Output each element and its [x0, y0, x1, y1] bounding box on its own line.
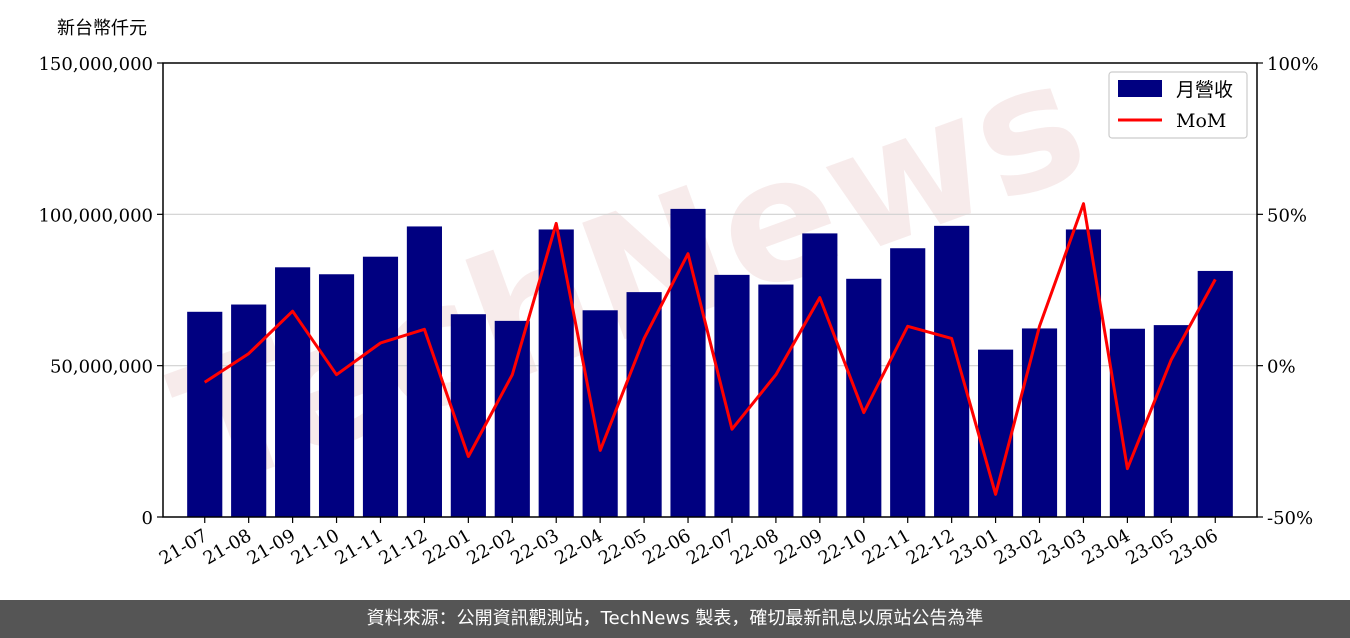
right-tick-label: -50% — [1267, 508, 1313, 529]
revenue-bar — [626, 292, 662, 517]
revenue-bar — [362, 256, 399, 517]
revenue-bar — [934, 225, 970, 518]
revenue-bar — [1021, 328, 1058, 517]
revenue-bar — [318, 274, 355, 517]
plot-frame — [162, 62, 1258, 518]
revenue-bar — [1153, 325, 1189, 517]
revenue-bar — [802, 233, 838, 517]
revenue-bar — [758, 284, 794, 517]
x-tick-label: 23-02 — [991, 525, 1046, 569]
x-tick-label: 22-10 — [815, 525, 870, 569]
right-tick-labels: -50% 0% 50% 100% — [1257, 54, 1318, 529]
revenue-bar — [670, 208, 706, 518]
x-tick-labels: 21-0721-0821-0921-1021-1121-1222-0122-02… — [156, 517, 1222, 569]
x-tick-label: 22-01 — [419, 525, 474, 569]
y-unit-label: 新台幣仟元 — [57, 18, 147, 39]
x-tick-label: 21-11 — [332, 525, 387, 569]
x-tick-label: 22-04 — [551, 525, 606, 569]
x-tick-label: 22-02 — [463, 525, 518, 569]
x-tick-label: 21-09 — [244, 525, 299, 569]
x-tick-label: 22-11 — [859, 525, 914, 569]
x-tick-label: 21-10 — [288, 525, 343, 569]
x-tick-label: 21-12 — [375, 525, 430, 569]
revenue-bar — [890, 248, 926, 517]
revenue-bar — [1197, 270, 1233, 517]
revenue-bar — [450, 314, 486, 517]
revenue-bar — [187, 311, 223, 517]
mom-line-path — [203, 202, 1217, 496]
revenue-bar — [494, 320, 530, 517]
x-tick-label: 23-01 — [947, 525, 1002, 569]
axes — [162, 62, 1258, 518]
bars — [187, 208, 1233, 518]
left-tick-label: 50,000,000 — [50, 357, 153, 378]
legend: 月營收 MoM — [1108, 71, 1248, 139]
legend-bar-label: 月營收 — [1176, 79, 1233, 101]
left-tick-label: 150,000,000 — [38, 54, 153, 75]
right-tick-label: 50% — [1267, 205, 1307, 226]
chart: TechNews 新台幣仟元 050,000,000100,000,000150… — [38, 18, 1318, 569]
right-tick-label: 100% — [1267, 54, 1318, 75]
revenue-bar — [714, 274, 750, 517]
x-tick-label: 22-08 — [727, 525, 782, 569]
revenue-bar — [1109, 328, 1145, 517]
x-tick-label: 22-12 — [903, 525, 958, 569]
left-tick-label: 100,000,000 — [38, 205, 153, 226]
x-tick-label: 22-03 — [507, 525, 562, 569]
revenue-bar — [231, 304, 267, 517]
x-tick-label: 22-09 — [771, 525, 826, 569]
source-footer-text: 資料來源：公開資訊觀測站，TechNews 製表，確切最新訊息以原站公告為準 — [366, 608, 984, 629]
revenue-bar — [275, 267, 311, 517]
legend-bar-swatch — [1118, 80, 1162, 97]
revenue-bar — [846, 278, 882, 517]
left-tick-label: 0 — [142, 508, 153, 529]
x-tick-label: 22-05 — [595, 525, 650, 569]
x-tick-label: 21-07 — [156, 525, 211, 569]
revenue-bar — [582, 310, 618, 517]
x-tick-label: 22-06 — [639, 525, 694, 569]
source-footer: 資料來源：公開資訊觀測站，TechNews 製表，確切最新訊息以原站公告為準 — [0, 600, 1350, 638]
x-tick-label: 22-07 — [683, 525, 738, 569]
x-tick-label: 23-03 — [1035, 525, 1090, 569]
mom-line — [203, 202, 1217, 496]
revenue-bar — [406, 226, 442, 517]
revenue-bar — [538, 229, 574, 517]
legend-line-label: MoM — [1176, 110, 1226, 132]
left-tick-labels: 0 50,000,000 100,000,000 150,000,000 — [38, 54, 163, 529]
right-tick-label: 0% — [1267, 357, 1296, 378]
x-tick-label: 21-08 — [200, 525, 255, 569]
x-tick-label: 23-05 — [1122, 525, 1177, 569]
x-tick-label: 23-04 — [1078, 525, 1133, 569]
x-tick-label: 23-06 — [1166, 525, 1221, 569]
